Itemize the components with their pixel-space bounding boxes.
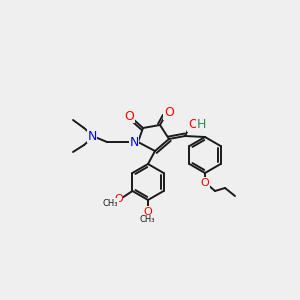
Text: O: O: [114, 194, 123, 204]
Text: N: N: [129, 136, 139, 148]
Text: CH₃: CH₃: [103, 199, 118, 208]
Text: O: O: [144, 207, 152, 217]
Text: N: N: [87, 130, 97, 142]
Text: CH₃: CH₃: [139, 215, 155, 224]
Text: O: O: [188, 118, 198, 131]
Text: O: O: [164, 106, 174, 119]
Text: O: O: [124, 110, 134, 122]
Text: O: O: [201, 178, 209, 188]
Text: H: H: [196, 118, 206, 131]
